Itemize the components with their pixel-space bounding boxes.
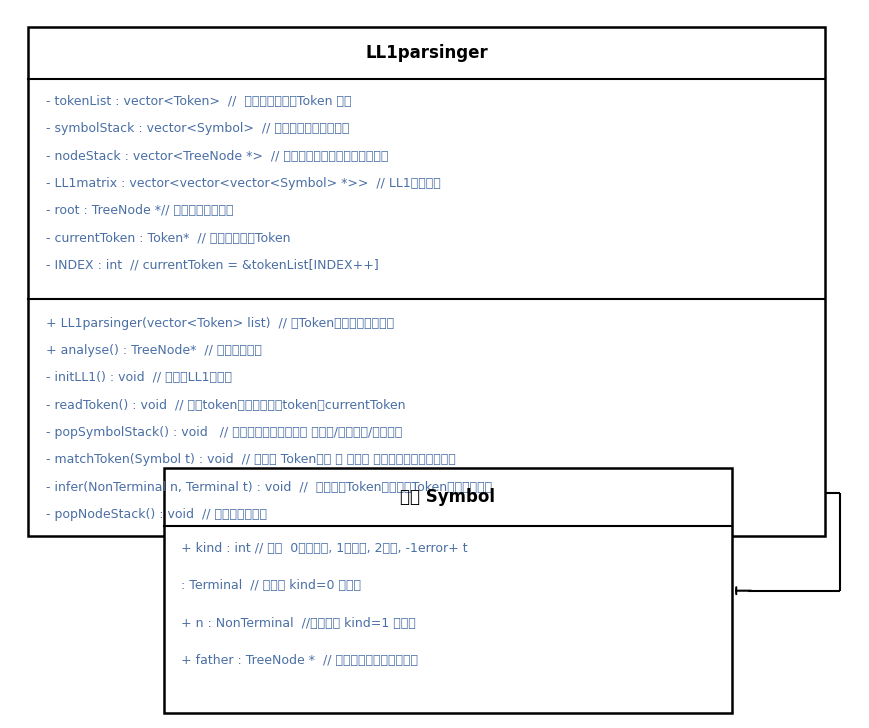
Text: + father : TreeNode *  // 指向产生该符号的树节点: + father : TreeNode * // 指向产生该符号的树节点 (181, 654, 417, 667)
Text: - nodeStack : vector<TreeNode *>  // 结点栈：待连接到父节点的结点: - nodeStack : vector<TreeNode *> // 结点栈：… (45, 149, 388, 162)
Text: + n : NonTerminal  //非终极符 kind=1 时有效: + n : NonTerminal //非终极符 kind=1 时有效 (181, 617, 415, 630)
Text: - root : TreeNode *// 语法分析树根节点: - root : TreeNode *// 语法分析树根节点 (45, 205, 233, 217)
Text: + analyse() : TreeNode*  // 进行语法分析: + analyse() : TreeNode* // 进行语法分析 (45, 344, 261, 357)
Text: 符号 Symbol: 符号 Symbol (400, 488, 494, 506)
Text: - popSymbolStack() : void   // 处理当前符号栈栈顶， 终极符/非终极符/弹栈标志: - popSymbolStack() : void // 处理当前符号栈栈顶， … (45, 426, 401, 439)
Text: : Terminal  // 终极符 kind=0 时有效: : Terminal // 终极符 kind=0 时有效 (181, 579, 361, 592)
Bar (29, 27, 825, 536)
Text: + kind : int // 种类  0非终极符, 1终极符, 2弹栈, -1error+ t: + kind : int // 种类 0非终极符, 1终极符, 2弹栈, -1e… (181, 542, 467, 555)
Text: - readToken() : void  // 读取token序列的第一个token为currentToken: - readToken() : void // 读取token序列的第一个tok… (45, 398, 405, 411)
Text: - initLL1() : void  // 初始化LL1分析表: - initLL1() : void // 初始化LL1分析表 (45, 371, 231, 384)
Text: - matchToken(Symbol t) : void  // 将当前 Token序列 和 符号栈 中的第一个字符进行匹配: - matchToken(Symbol t) : void // 将当前 Tok… (45, 454, 454, 466)
Bar (163, 468, 732, 713)
Text: - LL1matrix : vector<vector<vector<Symbol> *>>  // LL1分析矩阵: - LL1matrix : vector<vector<vector<Symbo… (45, 177, 440, 190)
Text: + LL1parsinger(vector<Token> list)  // 将Token序列作为参数传递: + LL1parsinger(vector<Token> list) // 将T… (45, 317, 393, 330)
Text: - popNodeStack() : void  // 弹出结点栈栈顶: - popNodeStack() : void // 弹出结点栈栈顶 (45, 508, 266, 521)
Text: - tokenList : vector<Token>  //  词法分析得到的Token 列表: - tokenList : vector<Token> // 词法分析得到的To… (45, 95, 350, 108)
Text: - INDEX : int  // currentToken = &tokenList[INDEX++]: - INDEX : int // currentToken = &tokenLi… (45, 259, 378, 272)
Text: - symbolStack : vector<Symbol>  // 符号栈：待处理的符号: - symbolStack : vector<Symbol> // 符号栈：待处… (45, 122, 348, 135)
Text: - infer(NonTerminal n, Terminal t) : void  //  根据当前Token序列最前Token堆导非终极符: - infer(NonTerminal n, Terminal t) : voi… (45, 480, 491, 494)
Text: - currentToken : Token*  // 当前待处理的Token: - currentToken : Token* // 当前待处理的Token (45, 232, 289, 245)
Text: LL1parsinger: LL1parsinger (365, 44, 488, 62)
